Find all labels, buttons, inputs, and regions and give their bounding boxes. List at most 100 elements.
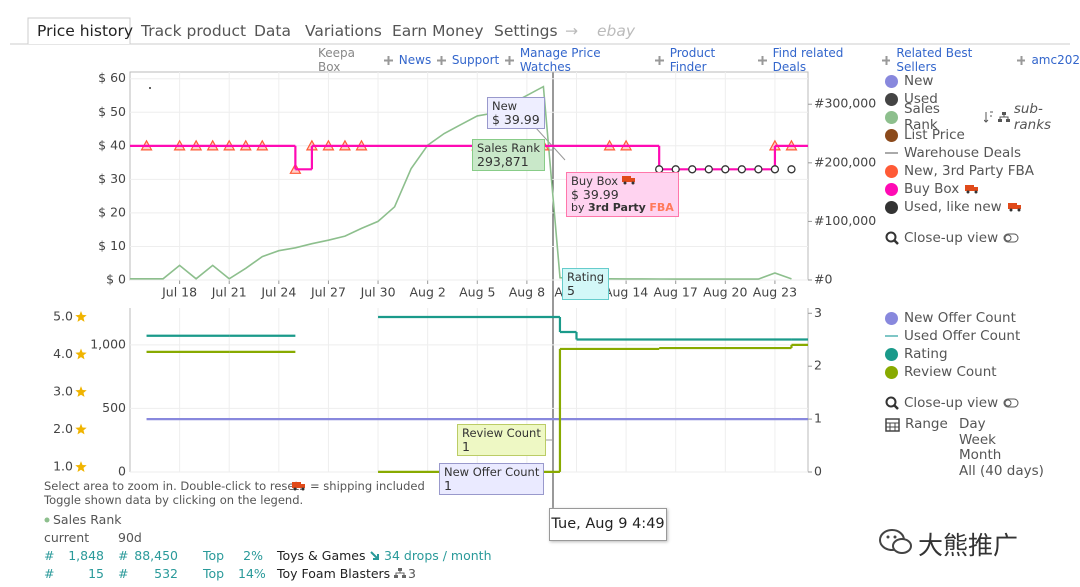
legend-item[interactable]: Buy Box — [885, 180, 1080, 198]
rating-tick-label: 4.0 — [53, 346, 73, 361]
tooltip-title: Rating — [567, 270, 605, 284]
tab[interactable]: Variations — [305, 22, 382, 40]
rating-tick-label: 3.0 — [53, 384, 73, 399]
rating-star — [75, 423, 87, 435]
rank-90d: 532 — [154, 566, 178, 581]
legend-item[interactable]: New Offer Count — [885, 309, 1020, 327]
link[interactable]: Support — [451, 53, 500, 67]
active-tab-frame — [27, 17, 131, 44]
truck-icon — [965, 185, 979, 194]
tooltip-value: 1 — [462, 439, 470, 454]
tab[interactable]: Track product — [141, 22, 247, 40]
y-tick-label: $ 0 — [106, 272, 126, 287]
rating-tick-label: 2.0 — [53, 421, 73, 436]
legend-item[interactable]: Used — [885, 90, 1080, 108]
legend-label: Warehouse Deals — [904, 145, 1022, 161]
rank-category[interactable]: Toy Foam Blasters — [277, 566, 391, 581]
link[interactable]: Product Finder — [669, 46, 716, 74]
y-tick-label: $ 20 — [98, 204, 126, 219]
rating-star — [75, 348, 87, 360]
range-option[interactable]: Month — [959, 447, 1002, 463]
range-title: Range — [905, 416, 948, 432]
y-tick-label: 1,000 — [90, 336, 126, 351]
close-up-control[interactable]: Close-up view — [885, 395, 1019, 411]
rank-prefix: # — [44, 548, 55, 563]
y2-tick-label: #0 — [814, 272, 832, 287]
legend-label: Rating — [904, 346, 948, 362]
legend-item[interactable]: Warehouse Deals — [885, 144, 1080, 162]
drops-icon — [370, 551, 379, 560]
point-marker — [737, 165, 747, 174]
separator — [881, 55, 891, 65]
legend-symbol — [885, 152, 898, 154]
legend-item[interactable]: Sales Rank sub-ranks — [885, 101, 1080, 133]
rank-current: 15 — [88, 566, 104, 581]
legend-item[interactable]: New, 3rd Party FBA — [885, 162, 1080, 180]
link[interactable]: Related Best Sellers — [896, 46, 973, 74]
rank-percent: 2% — [243, 548, 263, 563]
range-option[interactable]: Day — [959, 416, 986, 432]
rank-current: 1,848 — [68, 548, 104, 563]
rank-top: Top — [203, 566, 225, 581]
link[interactable]: Keepa Box — [318, 46, 356, 74]
tooltip-value: $ 39.99 — [492, 112, 540, 127]
legend-item[interactable]: Review Count — [885, 363, 1020, 381]
x-tick-label: Aug 23 — [753, 285, 797, 300]
legend-label: Used, like new — [904, 199, 1002, 215]
legend-label: Used Offer Count — [904, 328, 1021, 344]
tab[interactable]: Settings — [494, 22, 558, 40]
legend-item[interactable]: Rating — [885, 345, 1020, 363]
close-up-control[interactable]: Close-up view — [885, 230, 1019, 246]
y-tick-label: $ 60 — [98, 70, 126, 85]
truck-icon — [621, 176, 635, 185]
tab[interactable]: Data — [254, 22, 292, 40]
tooltip-seller-type: 3rd Party — [588, 201, 646, 214]
legend-symbol — [885, 311, 898, 325]
x-tick-label: Aug 20 — [703, 285, 747, 300]
legend-item[interactable]: Used Offer Count — [885, 327, 1020, 345]
x-tick-label: Jul 21 — [211, 285, 247, 300]
point-marker — [787, 165, 796, 174]
rank-drops: 34 drops / month — [384, 548, 492, 563]
point-marker — [770, 165, 780, 174]
tooltip-fulfil: FBA — [649, 201, 674, 214]
x-tick-label: Aug 5 — [459, 285, 495, 300]
point-marker — [721, 165, 730, 174]
link[interactable]: Manage Price Watches — [519, 46, 601, 74]
legend-label: Review Count — [904, 364, 997, 380]
range-option[interactable]: All (40 days) — [959, 462, 1044, 479]
legend-label: New, 3rd Party FBA — [904, 163, 1034, 179]
x-tick-label: Aug 17 — [654, 285, 698, 300]
rank-category[interactable]: Toys & Games — [277, 548, 366, 563]
rank-prefix: # — [44, 566, 55, 581]
tooltip-value: 1 — [444, 478, 452, 493]
tab[interactable]: Earn Money — [392, 22, 484, 40]
y2-tick-label: #300,000 — [814, 96, 876, 111]
tab[interactable]: Price history — [37, 22, 134, 40]
sales-rank-title: Sales Rank — [53, 512, 122, 527]
legend-item[interactable]: List Price — [885, 126, 1080, 144]
separator — [437, 55, 446, 65]
point-marker — [754, 165, 763, 174]
legend-symbol — [885, 365, 898, 379]
subrank-count: 3 — [408, 566, 416, 581]
legend: New Used Sales Rank sub-ranks List Price Ware… — [885, 72, 1080, 216]
rank-prefix: # — [118, 548, 129, 563]
link[interactable]: amc202 — [1031, 53, 1080, 67]
link[interactable]: News — [398, 53, 432, 67]
legend-symbol — [885, 110, 898, 124]
y-tick-label: $ 40 — [98, 137, 126, 152]
separator — [505, 55, 514, 65]
legend-item[interactable]: Used, like new — [885, 198, 1080, 216]
range-option[interactable]: Week — [959, 431, 996, 448]
legend-item[interactable]: New — [885, 72, 1080, 90]
tooltip-title: New — [492, 99, 518, 113]
link[interactable]: Find related Deals — [772, 46, 844, 74]
tooltip-value: 5 — [567, 283, 575, 298]
tab[interactable]: ebay — [597, 22, 636, 40]
tooltip-title-row: Buy Box — [571, 175, 674, 188]
tooltip-title: New Offer Count — [444, 465, 540, 479]
x-tick-label: Jul 18 — [161, 285, 197, 300]
y2-tick-label: 0 — [814, 464, 822, 479]
close-up-label: Close-up view — [904, 230, 999, 246]
